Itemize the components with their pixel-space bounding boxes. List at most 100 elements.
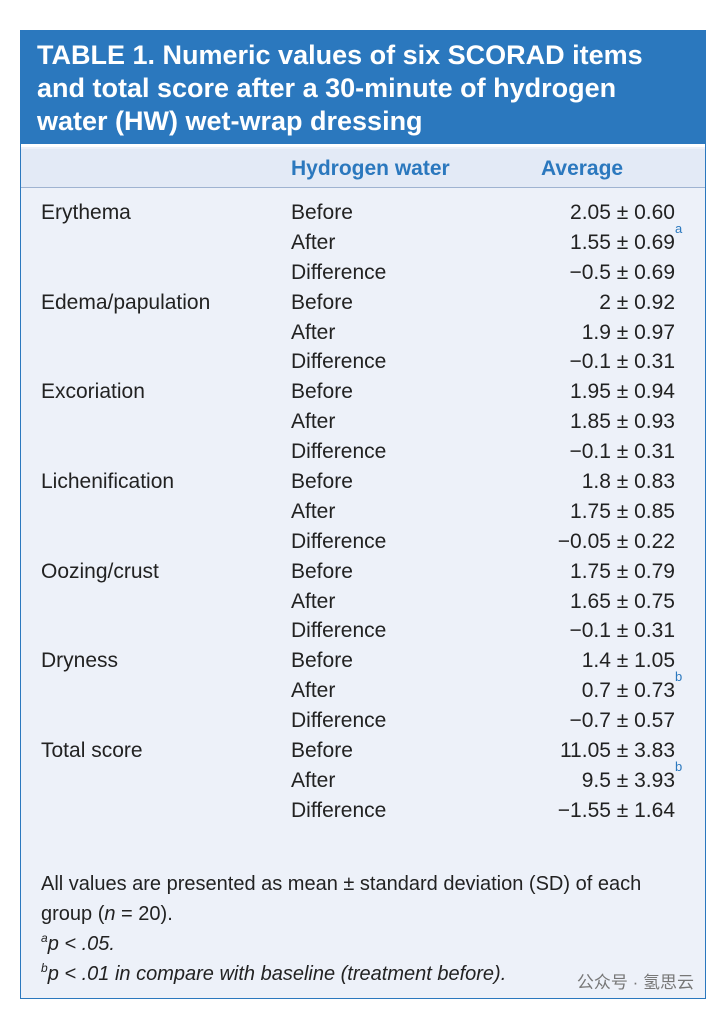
value: 0.7 ± 0.73 — [581, 679, 675, 703]
footnote-mark: a — [41, 931, 48, 946]
value: 1.85 ± 0.93 — [570, 410, 675, 434]
row: Difference −0.05 ± 0.22 — [21, 527, 705, 557]
time: Difference — [291, 350, 387, 374]
item-name: Dryness — [41, 649, 119, 673]
time: Difference — [291, 260, 387, 284]
row: After 0.7 ± 0.73 b — [21, 669, 705, 706]
row: Erythema Before 2.05 ± 0.60 — [21, 198, 705, 228]
time: Before — [291, 649, 353, 673]
value-cell: 1.75 ± 0.85 — [570, 497, 675, 527]
item-name: Erythema — [41, 201, 131, 224]
row: Total score Before 11.05 ± 3.83 — [21, 736, 705, 766]
time: After — [291, 768, 336, 792]
value-cell: −0.1 ± 0.31 — [569, 347, 675, 377]
time: After — [291, 230, 336, 254]
item-name: Excoriation — [41, 380, 145, 404]
value: 1.75 ± 0.85 — [570, 499, 675, 523]
time: After — [291, 320, 336, 344]
value: −0.1 ± 0.31 — [569, 350, 675, 374]
time: Difference — [291, 709, 387, 733]
value-cell: 1.85 ± 0.93 — [570, 407, 675, 437]
time: Difference — [291, 529, 387, 553]
column-header: Average — [541, 157, 624, 180]
value: −0.5 ± 0.69 — [569, 260, 675, 284]
value: 1.95 ± 0.94 — [570, 380, 675, 404]
row: Lichenification Before 1.8 ± 0.83 — [21, 467, 705, 497]
note: All values are presented as mean ± stand… — [41, 869, 691, 929]
note-text: n — [104, 903, 116, 925]
footnote-text: p < .05. — [47, 933, 115, 955]
value-cell: 1.55 ± 0.69 a — [570, 221, 682, 258]
value: −0.7 ± 0.57 — [569, 709, 675, 733]
time: Before — [291, 201, 353, 224]
value: 2 ± 0.92 — [599, 290, 675, 314]
note-text: = 20). — [115, 903, 173, 925]
value: 1.8 ± 0.83 — [581, 470, 675, 494]
item-name: Total score — [41, 739, 143, 763]
value: −1.55 ± 1.64 — [557, 798, 675, 822]
footnote: bp < .01 in compare with baseline (treat… — [41, 959, 691, 989]
value: 1.55 ± 0.69 — [570, 230, 675, 254]
value-cell: 1.4 ± 1.05 — [582, 646, 675, 676]
row: Difference −0.1 ± 0.31 — [21, 437, 705, 467]
value-cell: 1.65 ± 0.75 — [570, 587, 675, 617]
watermark: 公众号 · 氢思云 — [576, 973, 694, 992]
value-cell: −0.05 ± 0.22 — [558, 527, 675, 557]
value-cell: −0.1 ± 0.31 — [569, 437, 675, 467]
footnote-mark: a — [675, 220, 683, 236]
footnote-mark: b — [41, 961, 48, 976]
note-text: All values are presented as mean ± stand… — [41, 873, 642, 925]
time: Before — [291, 470, 353, 494]
table: TABLE 1. Numeric values of six SCORAD it… — [20, 30, 706, 999]
row: Difference −0.5 ± 0.69 — [21, 258, 705, 288]
time: Before — [291, 290, 353, 314]
row: Difference −0.7 ± 0.57 — [21, 706, 705, 736]
value: 1.65 ± 0.75 — [570, 589, 675, 613]
row: Dryness Before 1.4 ± 1.05 — [21, 646, 705, 676]
value: 2.05 ± 0.60 — [570, 201, 675, 224]
row: After 1.75 ± 0.85 — [21, 497, 705, 527]
row: After 1.9 ± 0.97 — [21, 318, 705, 348]
footnote: ap < .05. — [41, 929, 691, 959]
row: Edema/papulation Before 2 ± 0.92 — [21, 288, 705, 318]
row: Oozing/crust Before 1.75 ± 0.79 — [21, 557, 705, 587]
time: Difference — [291, 440, 387, 464]
row: Difference −0.1 ± 0.31 — [21, 347, 705, 377]
value: −0.1 ± 0.31 — [569, 619, 675, 643]
item-name: Oozing/crust — [41, 559, 159, 583]
value-cell: 11.05 ± 3.83 — [560, 736, 675, 766]
value-cell: −0.1 ± 0.31 — [569, 616, 675, 646]
value: −0.1 ± 0.31 — [569, 440, 675, 464]
time: Before — [291, 739, 353, 763]
value-cell: 1.95 ± 0.94 — [570, 377, 675, 407]
time: After — [291, 589, 336, 613]
value: 11.05 ± 3.83 — [559, 739, 675, 763]
row: After 1.65 ± 0.75 — [21, 587, 705, 617]
row: After 9.5 ± 3.93 b — [21, 759, 705, 796]
table-title: TABLE 1. Numeric values of six SCORAD it… — [21, 31, 705, 147]
time: Difference — [291, 619, 387, 643]
footnote-mark: b — [675, 758, 683, 774]
time: Before — [291, 380, 353, 404]
time: After — [291, 499, 336, 523]
header-row: Hydrogen water Average — [21, 149, 705, 188]
value: 1.9 ± 0.97 — [581, 320, 675, 344]
column-header: Hydrogen water — [291, 157, 450, 180]
row: After 1.85 ± 0.93 — [21, 407, 705, 437]
row: Difference −0.1 ± 0.31 — [21, 616, 705, 646]
value-cell: 1.8 ± 0.83 — [582, 467, 675, 497]
time: Difference — [291, 798, 387, 822]
footnote-text: p < .01 in compare with baseline (treatm… — [47, 963, 507, 985]
value-cell: 1.75 ± 0.79 — [570, 557, 675, 587]
value-cell: 9.5 ± 3.93 b — [582, 759, 683, 796]
time: Before — [291, 559, 353, 583]
value-cell: −1.55 ± 1.64 — [558, 796, 675, 826]
footnote-mark: b — [675, 669, 683, 685]
value: −0.05 ± 0.22 — [557, 529, 675, 553]
value-cell: −0.7 ± 0.57 — [569, 706, 675, 736]
value-cell: 1.9 ± 0.97 — [582, 318, 675, 348]
value-cell: 2 ± 0.92 — [599, 288, 675, 318]
table-body: Erythema Before 2.05 ± 0.60 After 1.55 ± 0.6… — [21, 198, 705, 826]
value: 1.4 ± 1.05 — [581, 649, 675, 673]
